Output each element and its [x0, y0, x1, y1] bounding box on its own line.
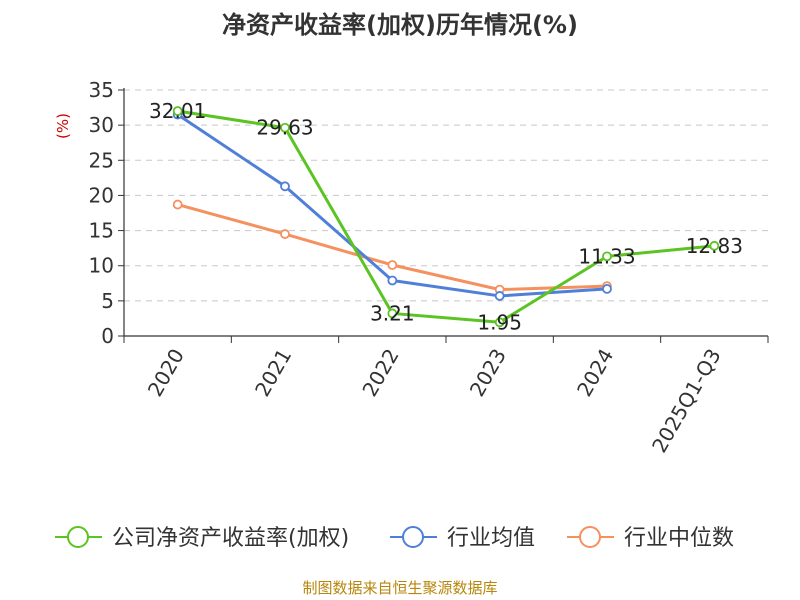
data-point [172, 199, 183, 210]
data-point [280, 181, 290, 192]
legend-label: 行业均值 [447, 526, 535, 551]
y-tick-label: 25 [89, 148, 114, 172]
data-point [172, 106, 183, 116]
legend-marker [579, 526, 601, 548]
y-tick-label: 15 [89, 219, 114, 243]
series-layer [172, 106, 720, 328]
x-tick-label: 2024 [572, 345, 618, 401]
data-label: 29.63 [256, 116, 313, 140]
data-point [387, 260, 398, 270]
y-tick-label: 10 [89, 254, 114, 278]
data-point [387, 275, 398, 286]
data-label: 11.33 [578, 244, 635, 268]
source-footer: 制图数据来自恒生聚源数据库 [302, 579, 497, 597]
series-line [177, 109, 715, 324]
chart-title: 净资产收益率(加权)历年情况(%) [222, 11, 578, 39]
data-point [494, 317, 505, 328]
x-tick-label: 2023 [465, 344, 511, 400]
x-tick-label: 2021 [250, 345, 296, 401]
legend-label: 行业中位数 [624, 526, 734, 551]
x-tick-label: 2020 [143, 345, 189, 401]
data-point [709, 240, 720, 251]
data-point [602, 251, 612, 262]
grid-layer [124, 89, 768, 302]
data-point [280, 122, 290, 133]
y-axis-label: (%) [54, 113, 72, 139]
x-tick-label: 2025Q1-Q3 [647, 345, 726, 457]
data-label: 3.21 [370, 301, 415, 325]
legend: 公司净资产收益率(加权) 行业均值 行业中位数 [55, 526, 734, 551]
y-tick-label: 0 [101, 324, 114, 348]
y-tick-label: 20 [89, 183, 114, 207]
y-tick-label: 30 [89, 113, 114, 137]
data-label: 1.95 [477, 310, 522, 334]
data-label-layer: 32.01 29.63 3.21 1.95 11.33 12.83 [149, 99, 743, 334]
x-tick-label: 2022 [357, 345, 403, 401]
data-point [280, 229, 290, 239]
data-point [602, 284, 612, 294]
data-point [494, 291, 505, 301]
legend-marker [67, 526, 89, 548]
data-point [387, 308, 398, 319]
legend-marker [402, 526, 424, 548]
legend-label: 公司净资产收益率(加权) [112, 526, 349, 551]
data-label: 32.01 [149, 99, 206, 123]
y-tick-label: 35 [89, 78, 114, 102]
data-label: 12.83 [686, 234, 743, 258]
axis-layer: 0 5 10 15 20 25 30 35 2020 2021 2022 2023 2024 2025Q1… [89, 78, 769, 457]
y-tick-label: 5 [101, 289, 114, 313]
